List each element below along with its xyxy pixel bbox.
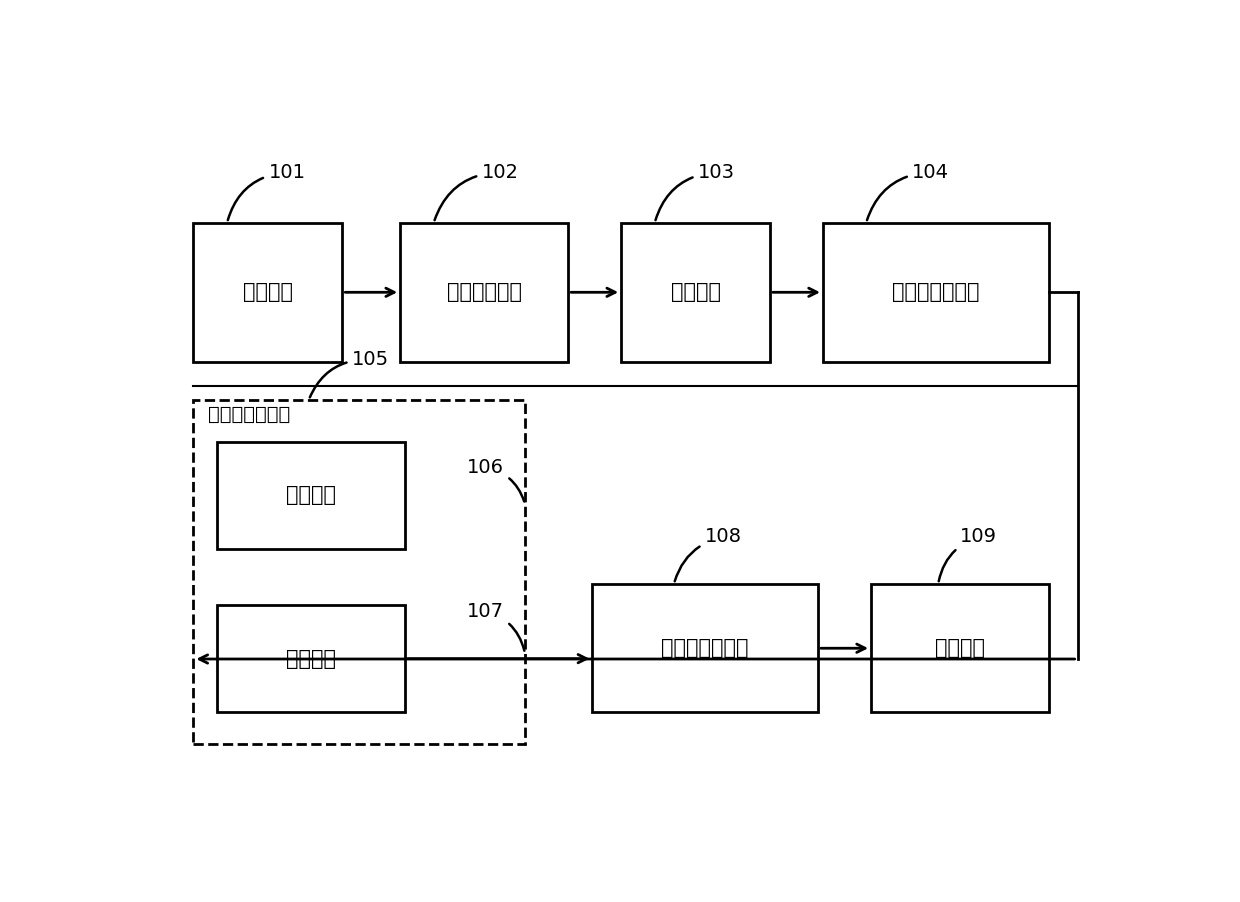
- Text: 108: 108: [675, 528, 742, 581]
- FancyBboxPatch shape: [217, 442, 404, 549]
- Text: 101: 101: [228, 162, 305, 220]
- Text: 混频电路: 混频电路: [935, 639, 985, 658]
- FancyBboxPatch shape: [823, 223, 1049, 362]
- FancyBboxPatch shape: [193, 400, 525, 744]
- Text: 106: 106: [467, 458, 525, 502]
- Text: 天线电路: 天线电路: [243, 282, 293, 302]
- Text: 109: 109: [939, 528, 997, 581]
- Text: 104: 104: [867, 162, 950, 220]
- FancyBboxPatch shape: [217, 605, 404, 713]
- Text: 102: 102: [434, 162, 518, 220]
- Text: 低噪声放大电路: 低噪声放大电路: [208, 405, 290, 424]
- Text: 第二子滤波电路: 第二子滤波电路: [661, 639, 749, 658]
- Text: 103: 103: [656, 162, 735, 220]
- Text: 开关电路: 开关电路: [671, 282, 720, 302]
- Text: 第一滤波电路: 第一滤波电路: [446, 282, 522, 302]
- FancyBboxPatch shape: [401, 223, 568, 362]
- FancyBboxPatch shape: [193, 223, 342, 362]
- Text: 105: 105: [310, 350, 389, 398]
- Text: 放大电路: 放大电路: [286, 649, 336, 668]
- Text: 第一子滤波电路: 第一子滤波电路: [892, 282, 980, 302]
- FancyBboxPatch shape: [621, 223, 770, 362]
- Text: 107: 107: [467, 602, 525, 650]
- FancyBboxPatch shape: [870, 584, 1049, 713]
- FancyBboxPatch shape: [593, 584, 818, 713]
- Text: 吸收电路: 吸收电路: [286, 485, 336, 505]
